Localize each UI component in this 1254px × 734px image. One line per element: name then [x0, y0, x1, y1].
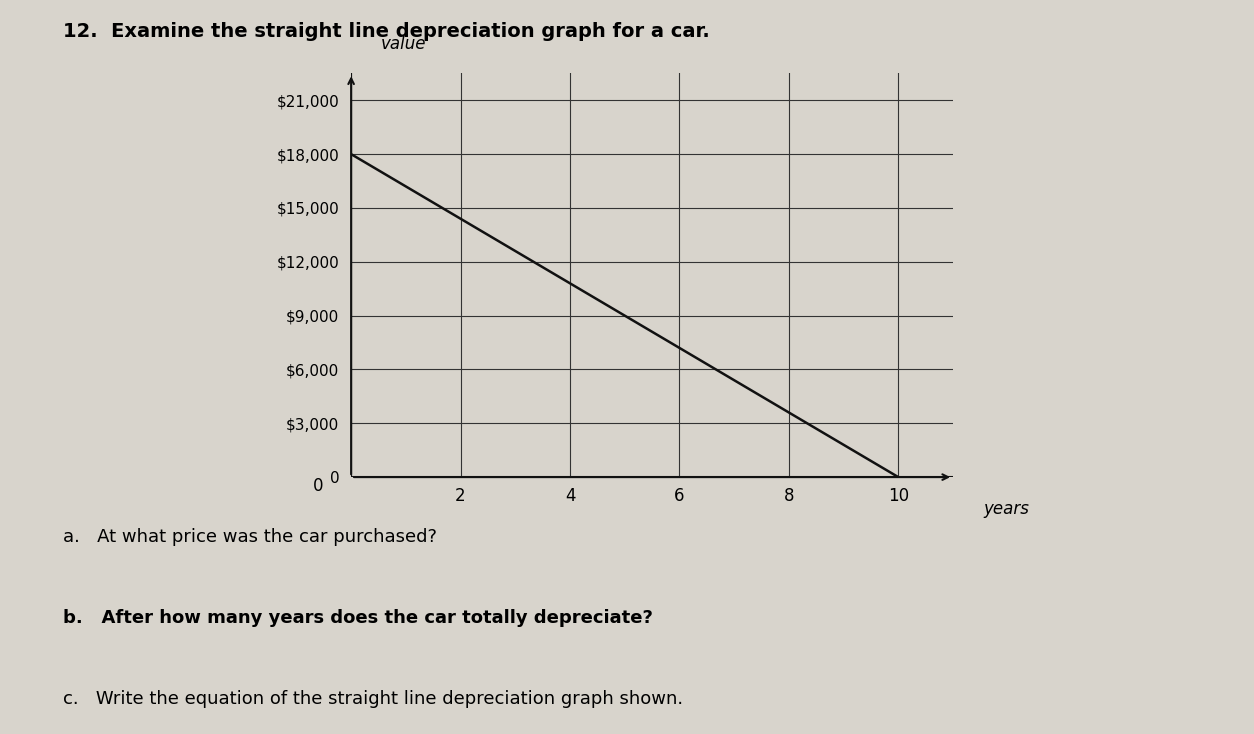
- Text: years: years: [983, 501, 1030, 518]
- Text: 12.  Examine the straight line depreciation graph for a car.: 12. Examine the straight line depreciati…: [63, 22, 710, 41]
- Text: value: value: [381, 35, 426, 53]
- Text: 0: 0: [314, 477, 324, 495]
- Text: c.   Write the equation of the straight line depreciation graph shown.: c. Write the equation of the straight li…: [63, 690, 683, 708]
- Text: b.   After how many years does the car totally depreciate?: b. After how many years does the car tot…: [63, 609, 652, 628]
- Text: a.   At what price was the car purchased?: a. At what price was the car purchased?: [63, 528, 436, 547]
